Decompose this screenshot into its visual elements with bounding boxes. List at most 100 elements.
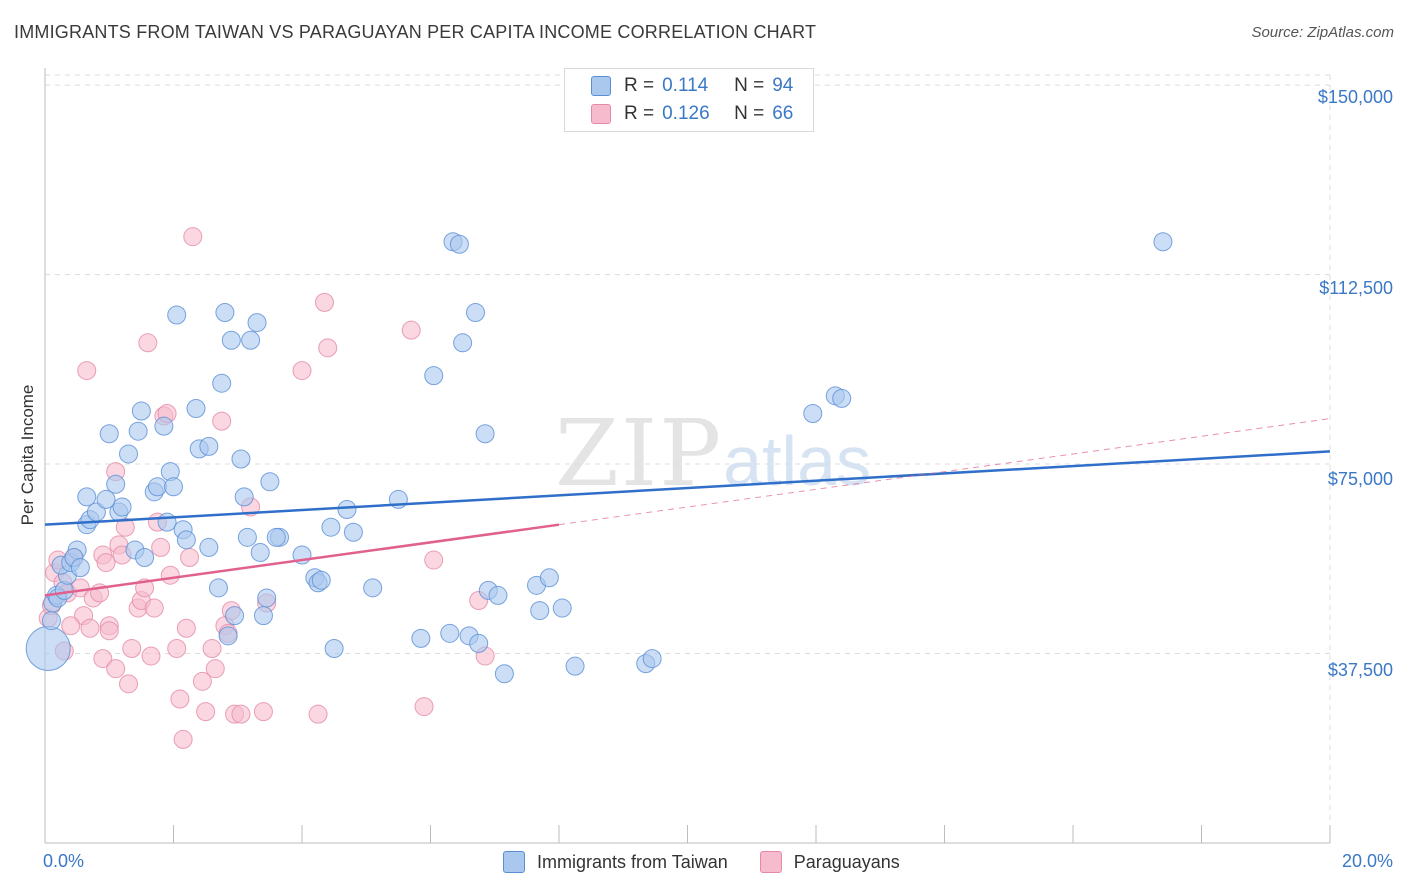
paraguay-point <box>144 598 164 618</box>
paraguay-point <box>196 702 216 722</box>
taiwan-swatch <box>591 76 611 96</box>
taiwan-point <box>221 330 241 350</box>
paraguay-point <box>253 702 273 722</box>
paraguay-point <box>308 704 328 724</box>
taiwan-point <box>449 234 469 254</box>
taiwan-point <box>147 477 167 497</box>
y-tick-label: $75,000 <box>1327 469 1393 489</box>
paraguay-point <box>138 333 158 353</box>
paraguay-point <box>99 621 119 641</box>
paraguay-point <box>180 548 200 568</box>
taiwan-point <box>440 623 460 643</box>
taiwan-point <box>231 449 251 469</box>
paraguay-point <box>173 729 193 749</box>
taiwan-point <box>803 404 823 424</box>
taiwan-point <box>167 305 187 325</box>
paraguay-point <box>314 292 334 312</box>
legend-label: Immigrants from Taiwan <box>537 851 728 872</box>
n-label: N = <box>734 103 765 124</box>
paraguay-point <box>160 565 180 585</box>
taiwan-point <box>128 421 148 441</box>
taiwan-point <box>565 656 585 676</box>
taiwan-point <box>41 611 61 631</box>
paraguay-point <box>183 227 203 247</box>
taiwan-point <box>465 302 485 322</box>
taiwan-point <box>218 626 238 646</box>
paraguay-point <box>122 638 142 658</box>
taiwan-point <box>186 398 206 418</box>
taiwan-point <box>157 512 177 532</box>
taiwan-point <box>112 497 132 517</box>
taiwan-point <box>411 628 431 648</box>
taiwan-point <box>25 625 71 671</box>
r-value: 0.114 <box>662 75 709 96</box>
paraguay-point <box>119 674 139 694</box>
paraguay-point <box>167 638 187 658</box>
legend-row-paraguay: R = 0.126 N = 66 <box>591 101 793 127</box>
taiwan-point <box>469 633 489 653</box>
taiwan-point <box>539 568 559 588</box>
paraguay-swatch <box>591 104 611 124</box>
paraguay-point <box>176 618 196 638</box>
taiwan-point <box>488 585 508 605</box>
taiwan-point <box>530 601 550 621</box>
taiwan-point <box>247 313 267 333</box>
watermark-zip: ZIP <box>555 400 724 507</box>
paraguay-point <box>212 411 232 431</box>
y-axis-label: Per Capita Income <box>18 384 37 526</box>
taiwan-point <box>475 424 495 444</box>
taiwan-point <box>154 416 174 436</box>
taiwan-point <box>119 444 139 464</box>
taiwan-point <box>176 530 196 550</box>
paraguay-point <box>93 649 113 669</box>
paraguay-point <box>170 689 190 709</box>
paraguay-point <box>96 553 116 573</box>
taiwan-point <box>257 588 277 608</box>
paraguay-point <box>151 537 171 557</box>
taiwan-point <box>212 373 232 393</box>
watermark: ZIPatlas <box>555 400 871 507</box>
x-tick-label: 0.0% <box>43 851 85 871</box>
taiwan-point <box>552 598 572 618</box>
taiwan-point <box>324 638 344 658</box>
n-value: 94 <box>772 75 794 96</box>
r-label: R = <box>624 75 655 96</box>
taiwan-point <box>199 436 219 456</box>
taiwan-point <box>250 542 270 562</box>
taiwan-point <box>642 649 662 669</box>
taiwan-point <box>135 548 155 568</box>
taiwan-point <box>424 366 444 386</box>
taiwan-point <box>321 517 341 537</box>
paraguay-point <box>61 616 81 636</box>
taiwan-point <box>234 487 254 507</box>
paraguay-point <box>231 704 251 724</box>
taiwan-swatch <box>503 851 525 873</box>
paraguay-point <box>80 618 100 638</box>
paraguay-point <box>77 361 97 381</box>
taiwan-point <box>70 558 90 578</box>
taiwan-point <box>96 489 116 509</box>
taiwan-point <box>266 527 286 547</box>
taiwan-point <box>453 333 473 353</box>
legend-item-taiwan[interactable]: Immigrants from Taiwan <box>503 851 728 873</box>
n-value: 66 <box>772 103 794 124</box>
paraguay-trendline-extension <box>558 418 1331 526</box>
paraguay-point <box>414 697 434 717</box>
legend-item-paraguayans[interactable]: Paraguayans <box>759 851 900 873</box>
taiwan-point <box>77 487 97 507</box>
taiwan-point <box>237 527 257 547</box>
taiwan-point <box>225 606 245 626</box>
series-legend: Immigrants from Taiwan Paraguayans <box>503 851 932 873</box>
taiwan-point <box>832 388 852 408</box>
taiwan-point <box>363 578 383 598</box>
paraguay-point <box>141 646 161 666</box>
paraguay-trendline <box>44 523 560 597</box>
legend-row-taiwan: R = 0.114 N = 94 <box>591 73 793 99</box>
taiwan-point <box>208 578 228 598</box>
taiwan-trendline <box>44 450 1331 526</box>
taiwan-point <box>311 570 331 590</box>
r-value: 0.126 <box>662 103 710 124</box>
taiwan-point <box>337 500 357 520</box>
paraguay-point <box>205 659 225 679</box>
